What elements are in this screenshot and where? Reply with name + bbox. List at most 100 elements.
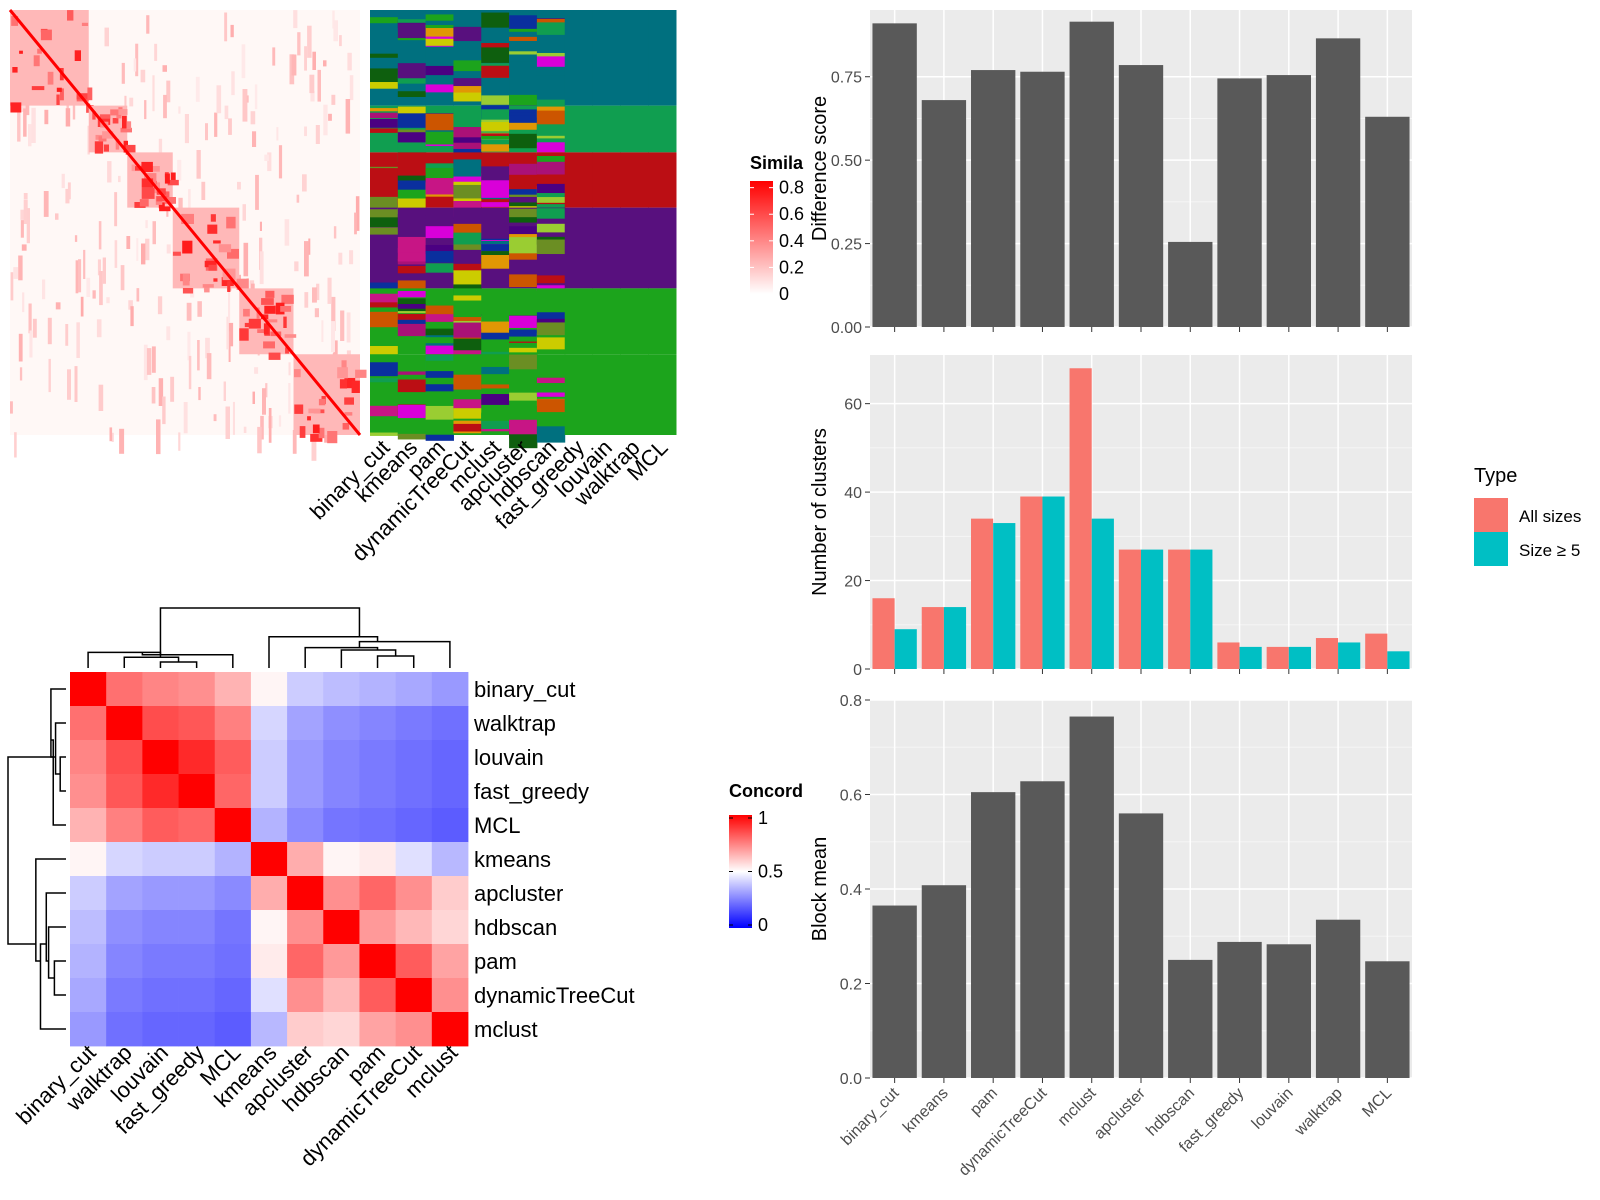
concordance-cell [178,706,216,741]
similarity-noise [154,43,158,61]
similarity-noise [294,261,299,272]
assignment-stripe [425,84,454,93]
similarity-sub-block [227,248,239,259]
similarity-noise [23,108,27,137]
bar-all-sizes [1217,642,1240,669]
concordance-row-label: fast_greedy [474,779,589,804]
similarity-sub-block [202,284,214,288]
cluster-assignment-heatmap [370,10,677,449]
similarity-noise [145,220,148,229]
x-tick-label: pam [967,1085,1001,1119]
similarity-noise [338,252,343,265]
assignment-band [564,288,594,355]
assignment-stripe [425,314,454,322]
similarity-noise [163,94,167,119]
similarity-noise [293,10,298,29]
similarity-noise [65,188,70,204]
similarity-noise [264,154,269,161]
concordance-cell [214,876,252,911]
concordance-cell [214,672,252,707]
similarity-noise [323,60,327,67]
concordance-cell [214,774,252,809]
concordance-cell [178,740,216,775]
concordance-cell [106,808,143,843]
concordance-cell [359,706,397,741]
similarity-noise [157,296,163,315]
similarity-noise [151,387,156,404]
concordance-cell [106,706,143,741]
assignment-stripe [509,208,538,218]
similarity-noise [321,320,324,342]
similarity-noise [260,415,264,440]
concordance-cell [106,876,143,911]
similarity-noise [126,236,131,249]
similarity-noise [104,27,109,47]
similarity-sub-block [318,427,325,439]
assignment-band [592,152,621,208]
assignment-band [620,354,649,435]
assignment-stripe [509,431,538,449]
concordance-cell [70,808,107,843]
similarity-sub-block [344,378,355,389]
assignment-stripe [453,60,482,72]
similarity-noise [66,98,69,115]
bar [1168,241,1213,327]
concordance-cell [323,672,360,707]
assignment-stripe [509,191,538,201]
similarity-sub-block [341,360,347,373]
similarity-noise [309,74,315,94]
assignment-stripe [509,329,538,337]
similarity-noise [151,346,156,373]
similarity-noise [156,419,161,455]
assignment-stripe [536,275,566,284]
similarity-legend: Simila 0.8 0.6 0.4 0.2 0 [750,153,804,304]
similarity-noise [31,107,36,143]
concordance-cell [142,774,179,809]
assignment-stripe [453,338,482,351]
assignment-stripe [370,362,399,377]
assignment-stripe [536,285,566,292]
concordance-cell [70,1012,107,1047]
bar [1365,116,1410,327]
similarity-noise [74,366,78,402]
concordance-heatmap [70,672,469,1047]
concordance-cell [106,740,143,775]
similarity-noise [310,90,315,102]
similarity-noise [166,244,171,254]
assignment-stripe [481,384,510,389]
similarity-sub-block [120,127,132,133]
concordance-cell [214,1012,252,1047]
similarity-noise [196,150,201,179]
assignment-band [620,105,649,153]
similarity-sub-block [37,48,42,54]
similarity-noise [67,369,71,400]
similarity-sub-block [164,197,176,204]
similarity-noise [43,191,49,217]
assignment-stripe [509,315,538,328]
assignment-stripe [397,319,427,324]
y-tick-label: 0.4 [840,882,862,899]
similarity-legend-tick-label: 0.6 [779,204,804,224]
assignment-stripe [370,302,399,308]
similarity-noise [228,322,234,347]
similarity-noise [243,426,247,433]
similarity-noise [119,428,125,454]
concordance-cell [214,978,252,1013]
similarity-noise [331,296,336,331]
similarity-noise [162,396,166,425]
similarity-sub-block [182,288,194,294]
bar [921,100,967,327]
similarity-sub-block [182,273,190,286]
bar [1315,919,1361,1078]
assignment-stripe [536,193,566,198]
similarity-noise [278,145,283,179]
assignment-stripe [509,94,538,106]
dendrogram-branch [54,722,66,775]
similarity-noise [347,52,352,71]
assignment-stripe [481,133,510,138]
assignment-stripe [453,86,482,98]
similarity-sub-block [31,86,45,91]
similarity-noise [257,426,262,454]
x-tick-label: apcluster [1091,1084,1149,1142]
